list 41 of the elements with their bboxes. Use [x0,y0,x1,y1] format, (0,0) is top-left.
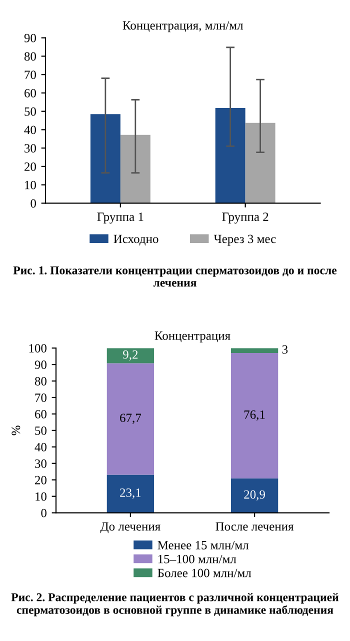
y-tick-label: 90 [24,34,36,42]
y-tick-label: 20 [35,476,46,484]
y-tick-label: 90 [34,360,46,369]
y-tick-label: 70 [35,394,46,402]
y-tick-label: 10 [25,180,36,190]
data-label: 67,7 [120,414,142,424]
chart-title: Концентрация [154,332,230,342]
y-tick-label: 30 [35,459,46,468]
legend-label: Более 100 млн/мл [158,568,252,578]
y-tick-label: 80 [34,377,46,386]
data-label: 20,9 [244,490,265,501]
y-tick-label: 50 [35,426,46,435]
y-tick-label: 40 [24,126,36,134]
y-tick-label: 60 [35,410,46,418]
y-tick-label: 100 [29,344,46,353]
y-tick-label: 50 [24,107,36,116]
y-tick-label: 70 [24,70,36,80]
legend-label: 15–100 млн/мл [158,554,236,564]
data-label: 23,1 [120,488,141,499]
legend-label: Исходно [114,234,158,246]
x-tick-label: Группа 1 [97,212,144,224]
text: Рис. 1. Показатели концентрации сперматозоидов до и после лечения [13,266,337,287]
y-tick-label: 30 [24,144,36,153]
x-tick-label: После лечения [216,522,294,531]
text: Рис. 2. Распределение пациентов с различной концентрацией сперматозоидов в основной группе в динамике наблюдения [11,592,339,616]
chart-title: Концентрация, млн/мл [122,21,243,32]
y-tick-label: 80 [24,52,36,61]
y-tick-label: 0 [41,508,46,518]
y-tick-label: 60 [24,88,36,98]
y-tick-label: 40 [34,442,46,452]
y-axis-title: % [12,426,20,436]
legend-label: Через 3 мес [214,234,276,246]
y-tick-label: 10 [36,492,46,501]
data-label: 3 [282,345,288,354]
data-label: 9,2 [123,350,138,361]
data-label: 76,1 [244,410,265,421]
y-tick-label: 20 [24,162,36,171]
x-tick-label: Группа 2 [222,212,268,224]
y-tick-label: 0 [30,199,36,208]
x-tick-label: До лечения [100,522,160,534]
legend-label: Менее 15 млн/мл [158,541,249,550]
